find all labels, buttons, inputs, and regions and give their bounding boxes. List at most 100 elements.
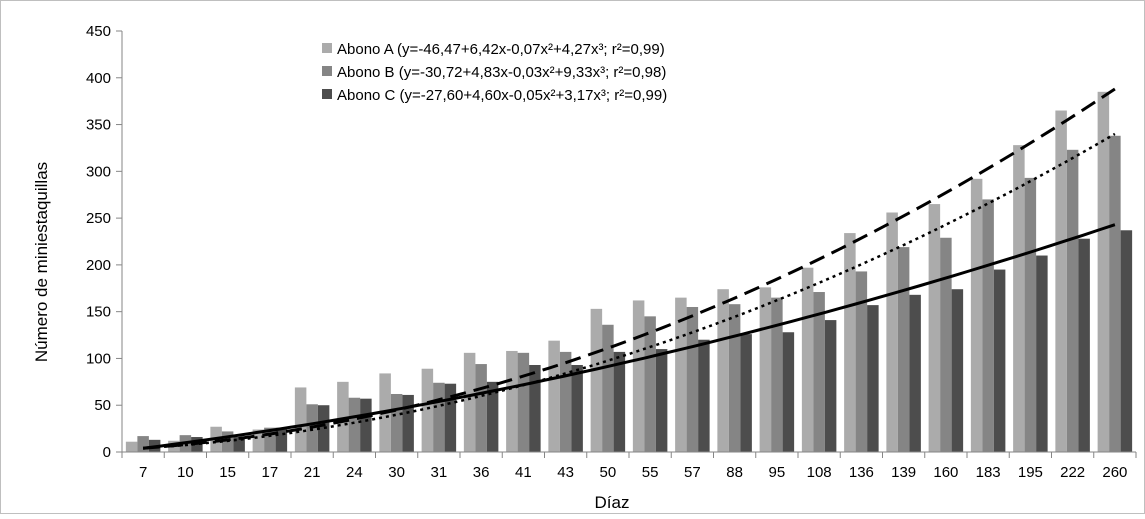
y-axis: 0 50 100 150 200 250 300 350 400 450	[86, 23, 122, 461]
bar-abono-a	[886, 212, 898, 452]
bar-abono-a	[337, 381, 349, 452]
y-tick-label: 350	[86, 117, 111, 134]
bar-abono-b	[982, 199, 994, 452]
y-tick-label: 450	[86, 23, 111, 40]
bar-abono-a	[759, 287, 772, 452]
bar-abono-c	[909, 294, 921, 452]
bar-abono-b	[475, 364, 487, 452]
x-tick-label: 15	[219, 464, 236, 481]
bar-abono-a	[970, 178, 983, 452]
bar-abono-c	[402, 394, 414, 452]
bar-abono-b	[433, 382, 445, 452]
bar-abono-a	[506, 350, 518, 452]
bar-abono-a	[294, 387, 307, 452]
bar-abono-c	[655, 349, 668, 452]
x-tick-label: 88	[726, 464, 743, 481]
bar-abono-b	[137, 436, 149, 452]
bar-abono-a	[675, 297, 687, 452]
bars-group	[125, 91, 1133, 453]
x-tick-label: 24	[346, 464, 363, 481]
bar-abono-c	[951, 289, 964, 452]
bar-abono-a	[421, 368, 434, 452]
x-tick-label: 195	[1018, 464, 1043, 481]
bar-abono-b	[390, 393, 403, 452]
bar-abono-c	[698, 339, 710, 452]
bar-abono-b	[940, 237, 952, 452]
trendline-abono-c	[142, 223, 1116, 450]
y-axis-label: Número de miniestaquillas	[32, 162, 51, 362]
legend-entry: Abono B (y=-30,72+4,83x-0,03x²+9,33x³; r…	[337, 64, 666, 81]
x-axis: 7 10 15 17 21 24 30 31 36 41 43 50 55 57 88 95 108 136 139…	[121, 452, 1137, 481]
x-tick-label: 7	[139, 464, 147, 481]
bar-abono-a	[632, 300, 645, 452]
legend-swatch	[322, 66, 332, 76]
trendlines-group	[142, 87, 1116, 450]
x-tick-label: 10	[177, 464, 194, 481]
x-tick-label: 160	[933, 464, 958, 481]
x-tick-label: 57	[684, 464, 701, 481]
bar-abono-c	[275, 427, 288, 452]
y-tick-label: 400	[86, 70, 111, 87]
y-tick-label: 100	[86, 350, 111, 367]
bar-abono-a	[801, 267, 814, 452]
bar-abono-c	[444, 383, 457, 452]
legend-entry: Abono A (y=-46,47+6,42x-0,07x²+4,27x³; r…	[337, 41, 665, 58]
bar-abono-b	[264, 427, 276, 452]
bar-abono-c	[233, 437, 245, 452]
x-tick-label: 95	[769, 464, 786, 481]
bar-abono-a	[1097, 91, 1110, 453]
legend: Abono A (y=-46,47+6,42x-0,07x²+4,27x³; r…	[322, 41, 667, 104]
x-tick-label: 260	[1102, 464, 1127, 481]
x-tick-label: 30	[388, 464, 405, 481]
bar-abono-a	[252, 429, 265, 452]
bar-abono-b	[897, 247, 910, 452]
bar-abono-c	[317, 405, 330, 452]
bar-abono-b	[855, 271, 868, 452]
bar-abono-b	[686, 306, 699, 452]
bar-abono-c	[740, 334, 752, 452]
bar-abono-a	[125, 441, 138, 452]
bar-abono-c	[613, 351, 626, 452]
bar-abono-b	[1066, 149, 1079, 452]
x-tick-label: 139	[891, 464, 916, 481]
x-tick-label: 41	[515, 464, 532, 481]
bar-abono-c	[1078, 238, 1090, 452]
bar-abono-a	[463, 352, 476, 452]
x-tick-label: 43	[557, 464, 574, 481]
y-tick-label: 150	[86, 304, 111, 321]
x-tick-label: 108	[807, 464, 832, 481]
x-tick-label: 31	[431, 464, 448, 481]
x-tick-label: 17	[262, 464, 279, 481]
x-tick-label: 21	[304, 464, 321, 481]
x-tick-label: 183	[976, 464, 1001, 481]
bar-abono-a	[844, 233, 856, 452]
bar-abono-c	[993, 269, 1006, 452]
bar-abono-c	[529, 364, 541, 452]
bar-abono-a	[548, 340, 560, 452]
bar-abono-a	[928, 204, 941, 452]
y-tick-label: 250	[86, 210, 111, 227]
bar-abono-b	[348, 397, 361, 452]
bar-abono-c	[1120, 230, 1133, 452]
bar-abono-c	[360, 398, 372, 452]
bar-abono-c	[782, 332, 795, 452]
y-tick-label: 50	[94, 397, 111, 414]
bar-abono-c	[486, 381, 499, 452]
x-tick-label: 55	[642, 464, 659, 481]
bar-abono-b	[1109, 135, 1121, 452]
y-tick-label: 300	[86, 163, 111, 180]
bar-abono-b	[771, 297, 783, 452]
bar-abono-a	[1055, 110, 1067, 453]
legend-swatch	[322, 43, 332, 53]
y-tick-label: 200	[86, 257, 111, 274]
bar-abono-b	[517, 352, 530, 452]
legend-entry: Abono C (y=-27,60+4,60x-0,05x²+3,17x³; r…	[337, 87, 667, 104]
bar-abono-a	[1013, 145, 1025, 453]
legend-swatch	[322, 89, 332, 99]
bar-abono-b	[602, 324, 614, 452]
bar-abono-a	[590, 308, 603, 452]
bar-abono-c	[867, 305, 879, 452]
bar-abono-b	[559, 351, 572, 452]
